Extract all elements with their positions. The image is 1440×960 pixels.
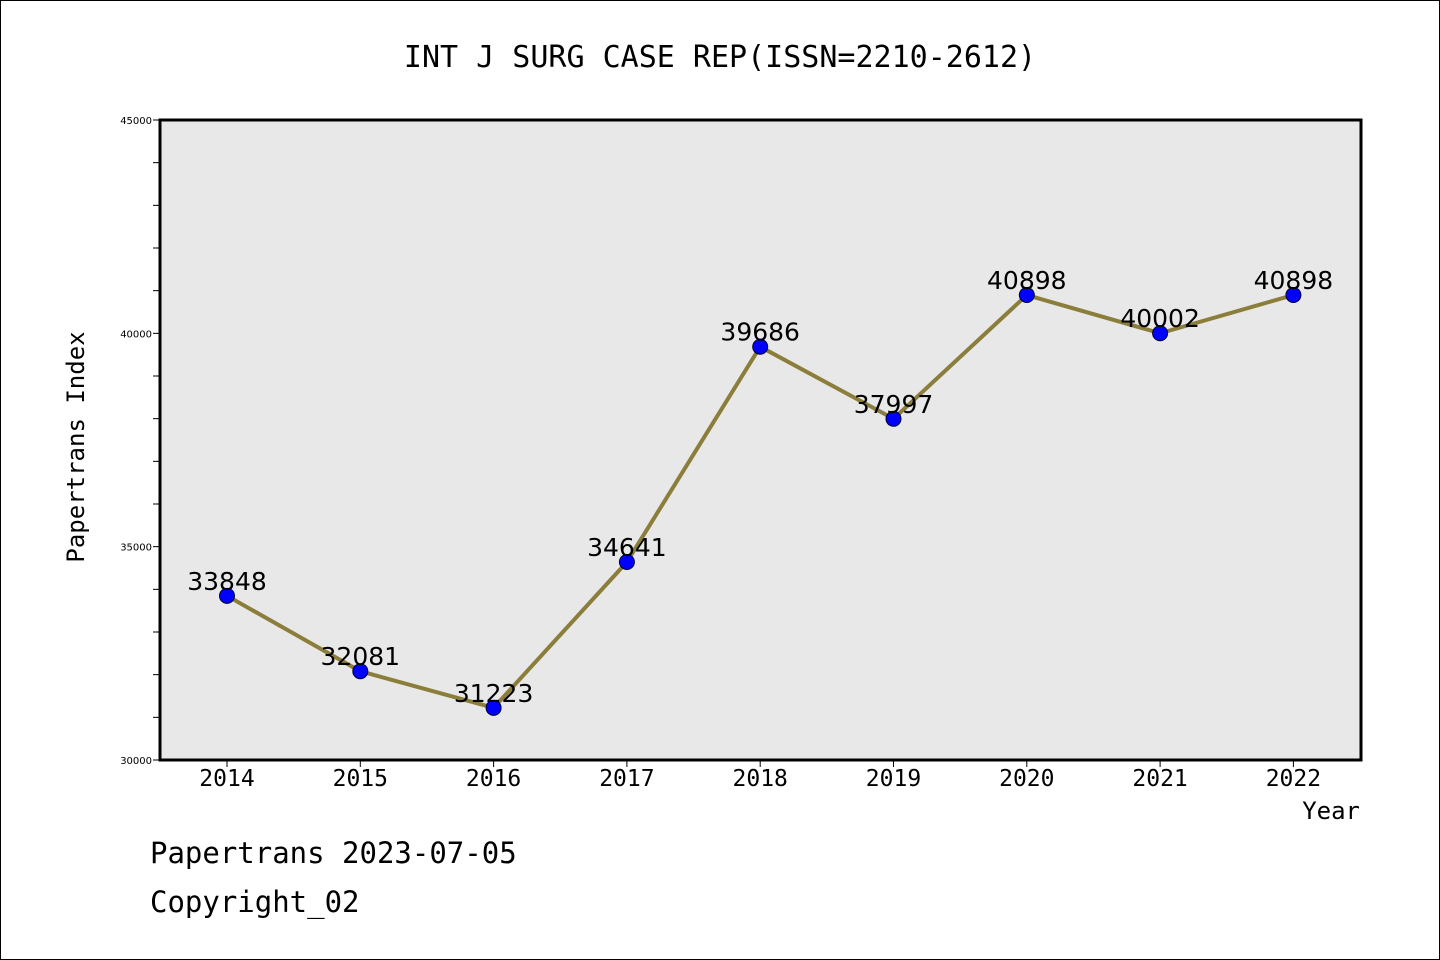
data-point — [752, 338, 769, 355]
y-axis-title: Papertrans Index — [62, 331, 90, 562]
plot-area — [160, 120, 1361, 760]
data-label: 32081 — [321, 642, 401, 671]
data-label: 40898 — [1254, 266, 1334, 295]
x-tick-label: 2015 — [333, 766, 388, 792]
x-tick-label: 2016 — [466, 766, 521, 792]
data-label: 37997 — [854, 390, 934, 419]
chart-title: INT J SURG CASE REP(ISSN=2210-2612) — [404, 40, 1036, 75]
x-axis-title: Year — [1302, 797, 1360, 825]
x-tick-label: 2017 — [599, 766, 654, 792]
data-point — [1152, 325, 1169, 342]
data-label: 34641 — [587, 533, 667, 562]
y-tick-label: 35000 — [120, 543, 152, 554]
plot-border — [158, 118, 1363, 762]
x-tick-label: 2018 — [733, 766, 788, 792]
data-label: 33848 — [187, 567, 267, 596]
data-labels: 33848 32081 31223 34641 39686 37997 40898 40002… — [187, 266, 1333, 708]
x-axis: 2014 2015 2016 2017 2018 2019 2020 2021 2022 — [199, 760, 1321, 792]
data-point — [219, 587, 235, 604]
data-point — [1285, 287, 1302, 304]
y-tick-label: 30000 — [120, 756, 152, 767]
y-tick-label: 45000 — [120, 116, 152, 127]
data-label: 31223 — [454, 679, 534, 708]
x-tick-label: 2019 — [866, 766, 921, 792]
data-label: 39686 — [720, 318, 800, 347]
data-label: 40898 — [987, 266, 1067, 295]
x-tick-label: 2020 — [999, 766, 1054, 792]
x-tick-label: 2014 — [199, 766, 254, 792]
data-label: 40002 — [1120, 304, 1200, 333]
series-markers — [219, 287, 1302, 716]
y-axis: 30000 35000 40000 45000 — [120, 116, 160, 767]
x-tick-label: 2022 — [1266, 766, 1321, 792]
data-point — [352, 663, 369, 680]
footer-copyright: Copyright_02 — [150, 885, 360, 919]
data-point — [485, 699, 502, 716]
footer-date: Papertrans 2023-07-05 — [150, 836, 517, 870]
data-point — [1018, 287, 1035, 304]
y-tick-label: 40000 — [120, 329, 152, 340]
x-tick-label: 2021 — [1132, 766, 1187, 792]
data-point — [885, 410, 902, 427]
data-point — [618, 553, 635, 570]
